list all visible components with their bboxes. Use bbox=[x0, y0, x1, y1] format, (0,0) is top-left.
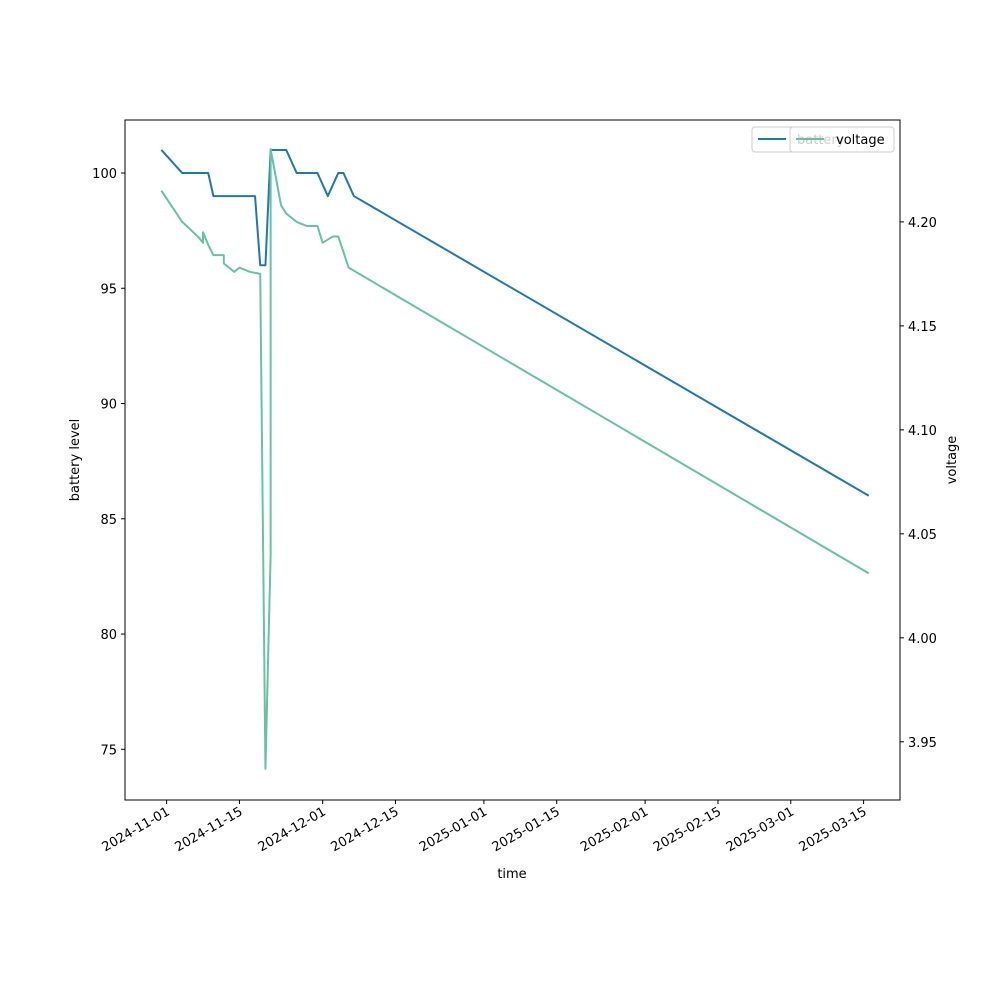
legend-voltage-label: voltage bbox=[836, 133, 885, 148]
y-left-tick-label: 100 bbox=[92, 167, 117, 182]
y-left-tick-label: 90 bbox=[100, 398, 117, 413]
y-axis-right: 3.95 4.00 4.05 4.10 4.15 4.20 bbox=[900, 216, 937, 751]
legend-voltage-box bbox=[789, 126, 895, 153]
y-left-tick-label: 95 bbox=[100, 282, 117, 297]
y-right-tick-label: 4.20 bbox=[908, 216, 937, 231]
y-left-tick-label: 85 bbox=[100, 513, 117, 528]
y-axis-label-right: voltage bbox=[945, 436, 960, 485]
y-right-tick-label: 4.15 bbox=[908, 320, 937, 335]
y-left-tick-label: 80 bbox=[100, 628, 117, 643]
y-right-tick-label: 3.95 bbox=[908, 736, 937, 751]
x-axis-label: time bbox=[497, 867, 526, 882]
axes-frame bbox=[124, 119, 901, 801]
y-right-tick-label: 4.00 bbox=[908, 632, 937, 647]
y-axis-label-left: battery level bbox=[68, 419, 83, 502]
y-right-tick-label: 4.05 bbox=[908, 528, 937, 543]
series-line-voltage bbox=[160, 148, 870, 770]
y-right-tick-label: 4.10 bbox=[908, 424, 937, 439]
y-left-tick-label: 75 bbox=[100, 743, 117, 758]
legend-voltage: voltage bbox=[789, 126, 895, 153]
plot-lines bbox=[160, 148, 870, 770]
y-axis-left: 75 80 85 90 95 100 bbox=[92, 167, 125, 758]
